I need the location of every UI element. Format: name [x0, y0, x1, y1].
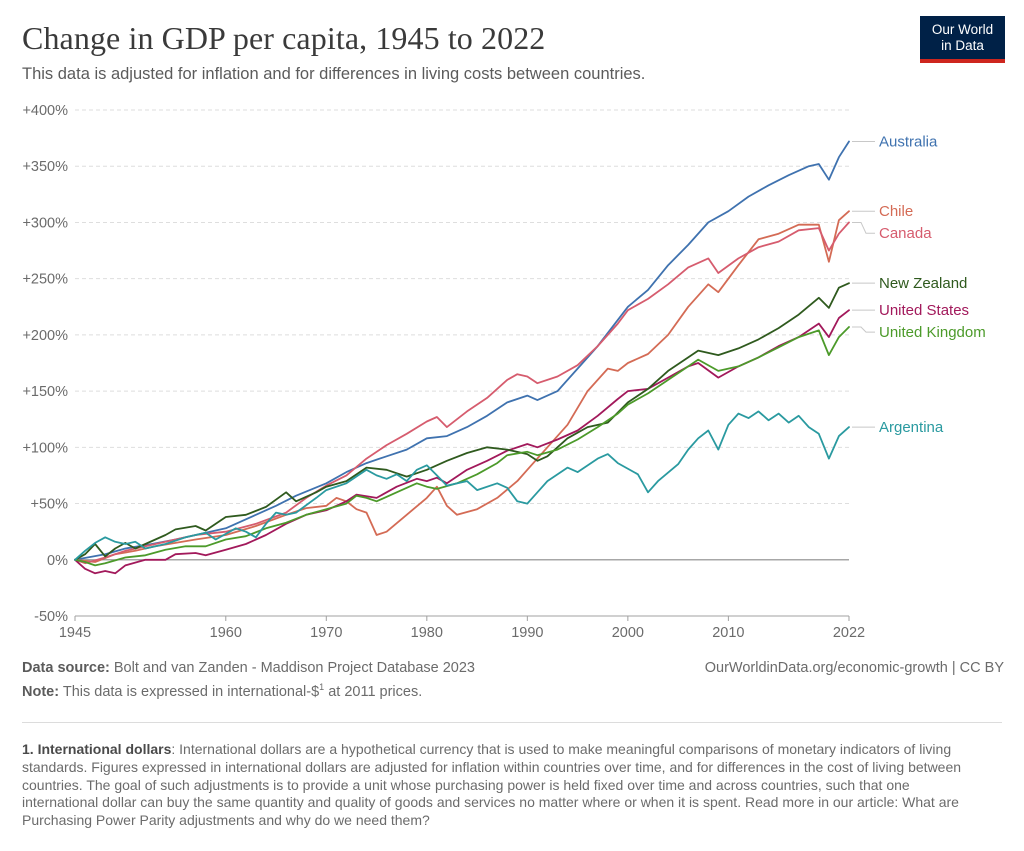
footer-divider	[22, 722, 1002, 723]
series-label-united-kingdom: United Kingdom	[879, 324, 986, 341]
logo-accent-bar	[920, 59, 1005, 63]
owid-logo[interactable]: Our World in Data	[920, 16, 1005, 63]
note-text-a: This data is expressed in international-…	[62, 684, 320, 700]
x-tick-label: 2010	[712, 625, 744, 641]
data-source: Data source: Bolt and van Zanden - Maddi…	[22, 660, 475, 676]
x-tick-label: 2000	[612, 625, 644, 641]
y-tick-label: 0%	[47, 553, 68, 569]
series-label-canada: Canada	[879, 225, 932, 242]
label-connector	[852, 326, 875, 333]
chart-grid	[75, 109, 849, 617]
x-tick-label: 2022	[833, 625, 865, 641]
series-label-chile: Chile	[879, 203, 913, 220]
data-source-label: Data source:	[22, 660, 110, 676]
x-tick-label: 1960	[210, 625, 242, 641]
y-axis-tick-labels: -50% 0% +50% +100% +150% +200% +250% +300% +350%…	[22, 103, 68, 625]
logo-line-2: in Data	[941, 38, 984, 53]
y-tick-label: +400%	[22, 103, 68, 119]
note-text-b: at 2011 prices.	[324, 684, 423, 700]
x-tick-label: 1980	[411, 625, 443, 641]
x-axis: 1945 1960 1970 1980 1990 2000 2010 2022	[59, 615, 865, 641]
label-connector	[852, 221, 875, 234]
line-chart: -50% 0% +50% +100% +150% +200% +250% +300% +350%…	[22, 103, 986, 641]
series-label-australia: Australia	[879, 133, 938, 150]
data-source-text[interactable]: Bolt and van Zanden - Maddison Project D…	[113, 660, 475, 676]
footnote-label: 1. International dollars	[22, 741, 172, 757]
x-tick-label: 1970	[310, 625, 342, 641]
series-line-new-zealand	[74, 282, 850, 561]
note-superscript[interactable]: 1	[319, 682, 325, 693]
chart-subtitle: This data is adjusted for inflation and …	[22, 65, 646, 83]
chart-series	[74, 140, 850, 575]
y-tick-label: +250%	[22, 272, 68, 288]
y-tick-label: +200%	[22, 328, 68, 344]
y-tick-label: +350%	[22, 159, 68, 175]
logo-line-1: Our World	[931, 22, 994, 37]
note-label: Note:	[22, 684, 60, 700]
y-tick-label: -50%	[34, 609, 68, 625]
y-tick-label: +100%	[22, 440, 68, 456]
chart-title: Change in GDP per capita, 1945 to 2022	[22, 20, 546, 56]
x-tick-label: 1945	[59, 625, 91, 641]
series-line-united-kingdom	[74, 326, 850, 567]
series-line-canada	[74, 221, 850, 565]
source-url[interactable]: OurWorldinData.org/economic-growth | CC …	[704, 660, 1004, 676]
y-tick-label: +300%	[22, 215, 68, 231]
footnote-text: : International dollars are a hypothetic…	[22, 741, 962, 829]
series-label-argentina: Argentina	[879, 419, 944, 436]
series-label-united-states: United States	[879, 302, 969, 319]
series-line-argentina	[74, 410, 850, 561]
series-labels: Australia Chile Canada New Zealand United St…	[852, 133, 986, 436]
series-line-australia	[74, 140, 850, 561]
y-tick-label: +150%	[22, 384, 68, 400]
x-tick-label: 1990	[511, 625, 543, 641]
note: Note: This data is expressed in internat…	[22, 682, 423, 700]
series-label-new-zealand: New Zealand	[879, 275, 967, 292]
footnote: 1. International dollars: International …	[22, 741, 982, 830]
series-line-chile	[74, 210, 850, 563]
y-tick-label: +50%	[31, 497, 69, 513]
